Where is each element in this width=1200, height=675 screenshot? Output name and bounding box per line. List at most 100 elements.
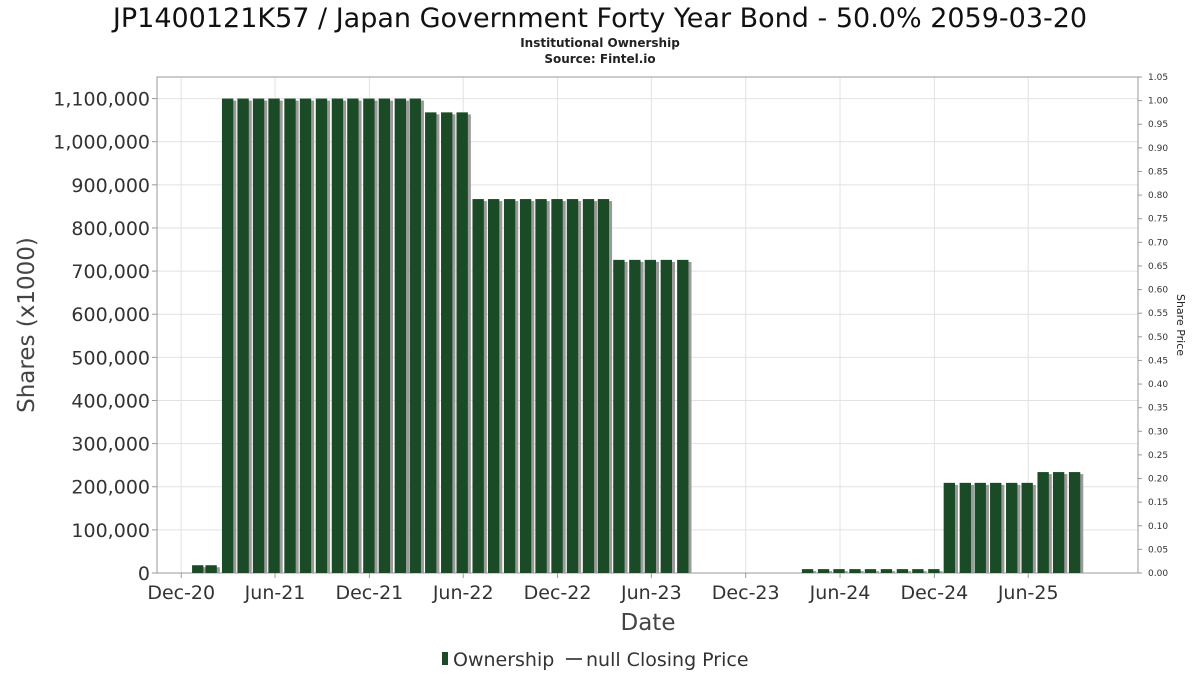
y2-tick-label: 0.05 <box>1148 545 1168 555</box>
ownership-bar <box>959 482 971 573</box>
x-axis-label: Date <box>621 610 676 636</box>
y-tick-label: 800,000 <box>71 218 150 240</box>
y2-tick-label: 0.10 <box>1148 522 1168 532</box>
y2-tick-label: 0.00 <box>1148 569 1168 579</box>
x-tick-label: Dec-21 <box>335 582 403 604</box>
ownership-bar <box>237 98 249 573</box>
ownership-bar <box>817 569 830 573</box>
y-axis-ticks: 0 100,000 200,000 300,000 400,000 500,000 600,… <box>53 89 157 585</box>
y-tick-label: 200,000 <box>71 477 150 499</box>
ownership-bar <box>943 482 955 573</box>
chart-title: JP1400121K57 / Japan Government Forty Ye… <box>111 3 1087 34</box>
y-tick-label: 300,000 <box>71 434 150 456</box>
ownership-bar <box>192 565 204 573</box>
ownership-bar <box>801 569 814 573</box>
ownership-bar <box>487 199 500 573</box>
ownership-bar <box>629 259 641 573</box>
y-tick-label: 1,000,000 <box>53 132 150 154</box>
ownership-bar <box>644 259 657 573</box>
y2-tick-label: 0.20 <box>1148 475 1168 485</box>
ownership-bar <box>677 259 689 573</box>
ownership-bar <box>597 199 610 573</box>
x-axis-ticks: Dec-20 Jun-21 Dec-21 Jun-22 Dec-22 Jun-23 Dec-… <box>147 573 1059 604</box>
ownership-bar <box>535 199 547 573</box>
x-tick-label: Dec-20 <box>147 582 215 604</box>
ownership-bar <box>1037 472 1049 573</box>
ownership-bar <box>425 112 437 574</box>
ownership-bar <box>252 98 265 573</box>
ownership-bar <box>456 112 468 574</box>
ownership-bar <box>299 98 312 573</box>
ownership-bar <box>864 569 877 573</box>
y2-tick-label: 0.40 <box>1148 380 1168 390</box>
ownership-bar <box>268 98 280 573</box>
y2-tick-label: 1.05 <box>1148 73 1168 83</box>
y2-tick-label: 0.55 <box>1148 309 1168 319</box>
x-tick-label: Dec-23 <box>712 582 780 604</box>
ownership-bar <box>990 482 1002 573</box>
y-tick-label: 0 <box>138 563 150 585</box>
ownership-bar <box>205 565 217 573</box>
legend-price-label: null Closing Price <box>586 649 749 671</box>
y-tick-label: 700,000 <box>71 261 150 283</box>
ownership-bar <box>1006 482 1018 573</box>
bars-layer <box>192 98 1084 574</box>
x-tick-label: Jun-24 <box>809 582 871 604</box>
ownership-bar <box>974 482 986 573</box>
ownership-bar <box>315 98 328 573</box>
ownership-bar <box>833 569 845 573</box>
ownership-bar <box>566 199 579 573</box>
y2-tick-label: 0.35 <box>1148 404 1168 414</box>
chart-subtitle: Institutional Ownership <box>520 36 680 50</box>
y2-tick-label: 0.75 <box>1148 215 1168 225</box>
y2-tick-label: 0.15 <box>1148 498 1168 508</box>
ownership-bar <box>519 199 532 573</box>
ownership-bar <box>880 569 893 573</box>
y2-tick-label: 0.60 <box>1148 286 1168 296</box>
y2-tick-label: 0.70 <box>1148 238 1168 248</box>
ownership-bar <box>928 569 940 573</box>
ownership-bar <box>1052 472 1065 573</box>
y2-tick-label: 0.30 <box>1148 427 1168 437</box>
y-tick-label: 400,000 <box>71 390 150 412</box>
y2-axis-label: Share Price <box>1174 294 1187 356</box>
ownership-bar <box>551 199 563 573</box>
ownership-bar <box>331 98 344 573</box>
ownership-bar <box>1068 472 1081 573</box>
ownership-bar <box>284 98 296 573</box>
y-axis-label: Shares (x1000) <box>14 237 40 413</box>
chart-source: Source: Fintel.io <box>544 52 655 66</box>
y2-tick-label: 0.80 <box>1148 191 1168 201</box>
x-tick-label: Dec-24 <box>900 582 968 604</box>
legend-ownership-label: Ownership <box>453 649 554 671</box>
ownership-bar <box>613 259 625 573</box>
y2-tick-label: 0.50 <box>1148 333 1168 343</box>
y2-tick-label: 0.90 <box>1148 144 1168 154</box>
ownership-bar <box>503 199 516 573</box>
x-tick-label: Dec-22 <box>524 582 592 604</box>
y2-tick-label: 0.45 <box>1148 356 1168 366</box>
x-tick-label: Jun-22 <box>432 582 494 604</box>
ownership-bar <box>896 569 909 573</box>
y-tick-label: 900,000 <box>71 175 150 197</box>
x-tick-label: Jun-23 <box>620 582 682 604</box>
y2-tick-label: 0.25 <box>1148 451 1168 461</box>
ownership-bar <box>582 199 595 573</box>
ownership-bar <box>221 98 234 573</box>
y-tick-label: 600,000 <box>71 304 150 326</box>
ownership-bar <box>409 98 421 573</box>
ownership-bar <box>441 112 453 574</box>
y2-tick-label: 1.00 <box>1148 97 1168 107</box>
y2-tick-label: 0.95 <box>1148 120 1168 130</box>
y2-axis-ticks: 0.00 0.05 0.10 0.15 0.20 0.25 0.30 0.35 0.40 0.45… <box>1138 73 1168 579</box>
y-tick-label: 100,000 <box>71 520 150 542</box>
y2-tick-label: 0.85 <box>1148 167 1168 177</box>
ownership-bar <box>347 98 359 573</box>
ownership-bar <box>660 259 672 573</box>
ownership-bar <box>378 98 391 573</box>
y2-tick-label: 0.65 <box>1148 262 1168 272</box>
legend-ownership-swatch <box>442 652 448 665</box>
y-tick-label: 500,000 <box>71 347 150 369</box>
